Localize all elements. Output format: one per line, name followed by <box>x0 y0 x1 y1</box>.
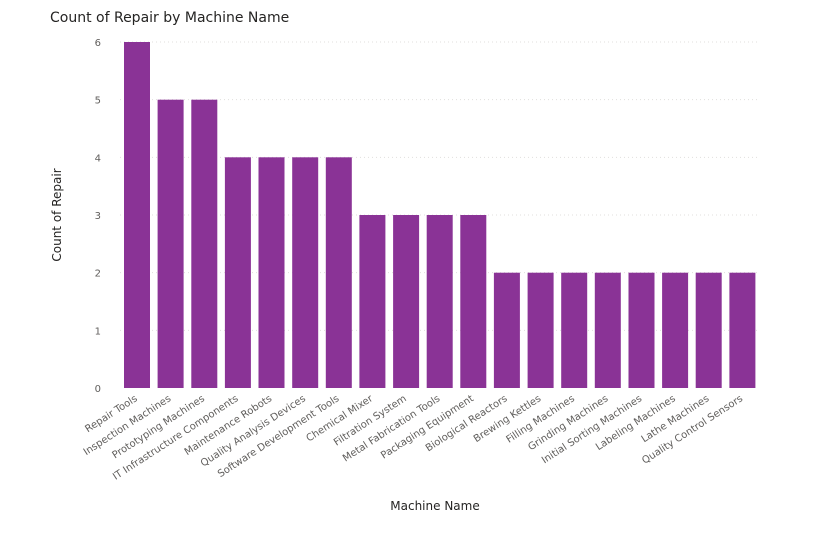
bar[interactable] <box>628 272 655 388</box>
y-tick-label: 3 <box>95 211 101 222</box>
bar[interactable] <box>258 157 285 388</box>
x-axis-title: Machine Name <box>390 499 479 513</box>
bar[interactable] <box>561 272 588 388</box>
y-axis-ticks: 0 1 2 3 4 5 6 <box>95 38 101 395</box>
y-tick-label: 5 <box>95 96 101 107</box>
bar[interactable] <box>594 272 621 388</box>
bar[interactable] <box>729 272 756 388</box>
bars <box>124 42 756 388</box>
y-tick-label: 2 <box>95 269 101 280</box>
bar[interactable] <box>460 215 487 388</box>
y-tick-label: 1 <box>95 326 101 337</box>
bar[interactable] <box>359 215 386 388</box>
bar[interactable] <box>124 42 150 388</box>
bar[interactable] <box>695 272 722 388</box>
y-axis-title: Count of Repair <box>50 168 64 261</box>
bar[interactable] <box>325 157 352 388</box>
bar[interactable] <box>157 99 184 388</box>
bar[interactable] <box>426 215 453 388</box>
y-tick-label: 6 <box>95 38 101 49</box>
bar[interactable] <box>393 215 420 388</box>
chart-title: Count of Repair by Machine Name <box>50 10 290 26</box>
bar[interactable] <box>493 272 520 388</box>
y-tick-label: 4 <box>95 153 101 164</box>
bar[interactable] <box>662 272 689 388</box>
bar[interactable] <box>191 99 218 388</box>
bar[interactable] <box>527 272 554 388</box>
bar[interactable] <box>292 157 319 388</box>
y-tick-label: 0 <box>95 384 101 395</box>
bar[interactable] <box>224 157 251 388</box>
